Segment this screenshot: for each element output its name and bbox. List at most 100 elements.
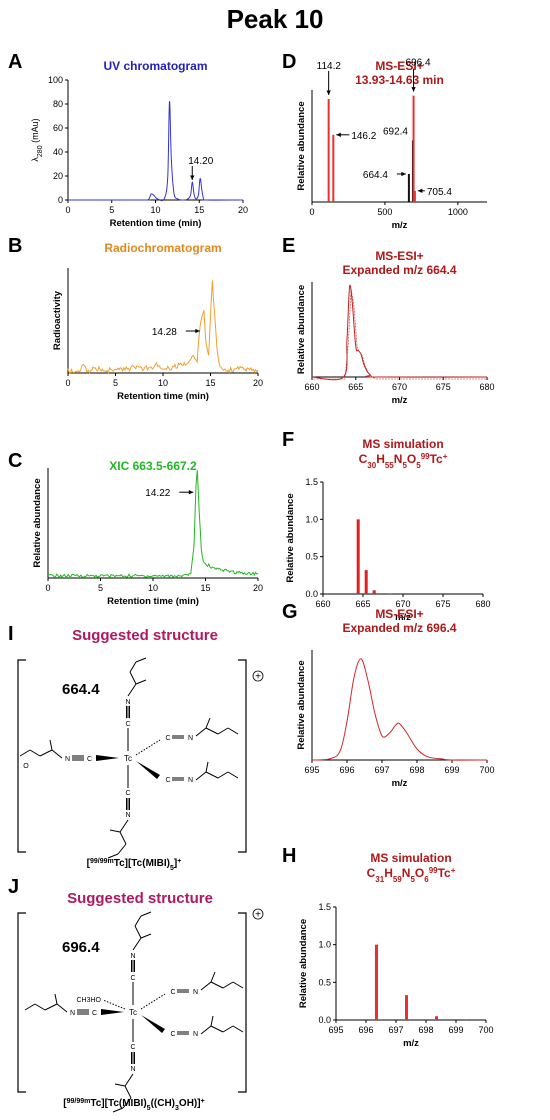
- x-tick-label: 699: [444, 765, 459, 775]
- annotation: 705.4: [427, 187, 452, 198]
- panel-a: A UV chromatogram 0 5 10 15 20 0 20 40 60 80 100 Rete…: [8, 51, 248, 229]
- x-tick-label: 10: [150, 205, 160, 215]
- x-tick-label: 696: [358, 1025, 373, 1035]
- bracket-right: [238, 912, 247, 1093]
- panel-formula: C30H55N5O599Tc+: [359, 452, 448, 470]
- bar: [380, 593, 384, 594]
- bond: [135, 739, 161, 756]
- bond: [232, 981, 244, 989]
- bond: [134, 915, 142, 927]
- structure-mass: 696.4: [62, 939, 100, 956]
- structure-title: Suggested structure: [67, 890, 213, 907]
- annotation-arrowhead: [190, 175, 195, 180]
- bond: [124, 1085, 132, 1099]
- atom-label: C: [165, 777, 170, 784]
- y-tick-label: 80: [53, 99, 63, 109]
- atom-label: C: [92, 1010, 97, 1017]
- panel-title: UV chromatogram: [103, 59, 207, 73]
- x-tick-label: 15: [200, 583, 210, 593]
- bond: [39, 749, 53, 757]
- bond: [44, 1003, 58, 1011]
- atom-label: N: [188, 735, 193, 742]
- bond: [200, 981, 212, 991]
- panel-label-e: E: [282, 235, 295, 257]
- panel-formula: C31H59N5O699Tc+: [367, 866, 456, 884]
- structure-caption: [99/99mTc][Tc(MIBI)5]+: [87, 858, 182, 872]
- bar: [413, 190, 416, 202]
- bond: [107, 853, 119, 859]
- bar: [465, 1019, 468, 1020]
- bond: [227, 771, 239, 779]
- y-axis-label: Relative abundance: [298, 919, 309, 1008]
- bond: [232, 1025, 244, 1033]
- x-tick-label: 15: [194, 205, 204, 215]
- x-tick-label: 695: [328, 1025, 343, 1035]
- bond: [210, 1015, 214, 1027]
- y-tick-label: 20: [53, 171, 63, 181]
- bar: [405, 995, 408, 1020]
- bond: [195, 771, 207, 781]
- x-axis-label: m/z: [395, 612, 411, 623]
- x-tick-label: 500: [377, 207, 392, 217]
- panel-title: MS simulation: [362, 437, 443, 451]
- atom-label: C: [87, 756, 92, 763]
- series-line: [67, 101, 244, 202]
- x-tick-label: 700: [478, 1025, 493, 1035]
- y-tick-label: 1.0: [318, 940, 331, 950]
- x-tick-label: 5: [98, 583, 103, 593]
- panel-title: XIC 663.5-667.2: [109, 459, 197, 473]
- panel-title: MS simulation: [370, 851, 451, 865]
- x-tick-label: 660: [315, 599, 330, 609]
- panel-label-c: C: [8, 450, 22, 472]
- x-tick-label: 680: [475, 599, 490, 609]
- panel-label-f: F: [282, 429, 294, 451]
- annotation: 14.20: [188, 156, 213, 167]
- x-tick-label: 675: [435, 599, 450, 609]
- bond: [217, 727, 229, 735]
- y-axis-label: Relative abundance: [32, 478, 43, 567]
- x-tick-label: 0: [65, 378, 70, 388]
- atom-label: C: [130, 975, 135, 982]
- x-axis-label: m/z: [392, 220, 408, 231]
- annotation-arrowhead: [188, 490, 194, 495]
- atom-label: N: [188, 777, 193, 784]
- annotation: 664.4: [363, 170, 388, 181]
- bond: [109, 829, 121, 833]
- annotation-arrowhead: [195, 328, 200, 334]
- charge-sign: +: [255, 910, 261, 921]
- y-axis-label: Relative abundance: [296, 101, 307, 190]
- bond: [124, 1073, 134, 1087]
- bar: [327, 98, 330, 202]
- charge-sign: +: [255, 672, 261, 683]
- panel-label-h: H: [282, 845, 296, 867]
- bond: [112, 1107, 124, 1113]
- series-line: [311, 284, 488, 381]
- bond: [140, 993, 166, 1010]
- y-axis-label: Relative abundance: [296, 660, 307, 749]
- bond: [210, 981, 224, 989]
- y-axis-label: Relative abundance: [296, 285, 307, 374]
- x-tick-label: 1000: [448, 207, 468, 217]
- panel-subtitle: 13.93-14.63 min: [355, 73, 444, 87]
- wedge-bond: [101, 1009, 124, 1015]
- bond: [119, 819, 129, 833]
- x-tick-label: 5: [113, 378, 118, 388]
- x-tick-label: 698: [418, 1025, 433, 1035]
- atom-label: N: [65, 756, 70, 763]
- structure-mass: 664.4: [62, 681, 100, 698]
- panel-g: G MS-ESI+Expanded m/z 696.4 695 696 697 698 69…: [282, 601, 495, 789]
- panel-title: MS-ESI+: [375, 59, 423, 73]
- bond: [134, 925, 142, 939]
- bracket-left: [17, 659, 26, 853]
- x-axis-label: m/z: [392, 395, 408, 406]
- annotation: 114.2: [317, 61, 342, 72]
- bond: [19, 749, 31, 757]
- bond: [135, 679, 147, 685]
- bond: [205, 761, 209, 773]
- y-axis-label: Radioactivity: [52, 290, 63, 350]
- x-tick-label: 0: [45, 583, 50, 593]
- atom-label: C: [125, 790, 130, 797]
- bar: [407, 174, 410, 202]
